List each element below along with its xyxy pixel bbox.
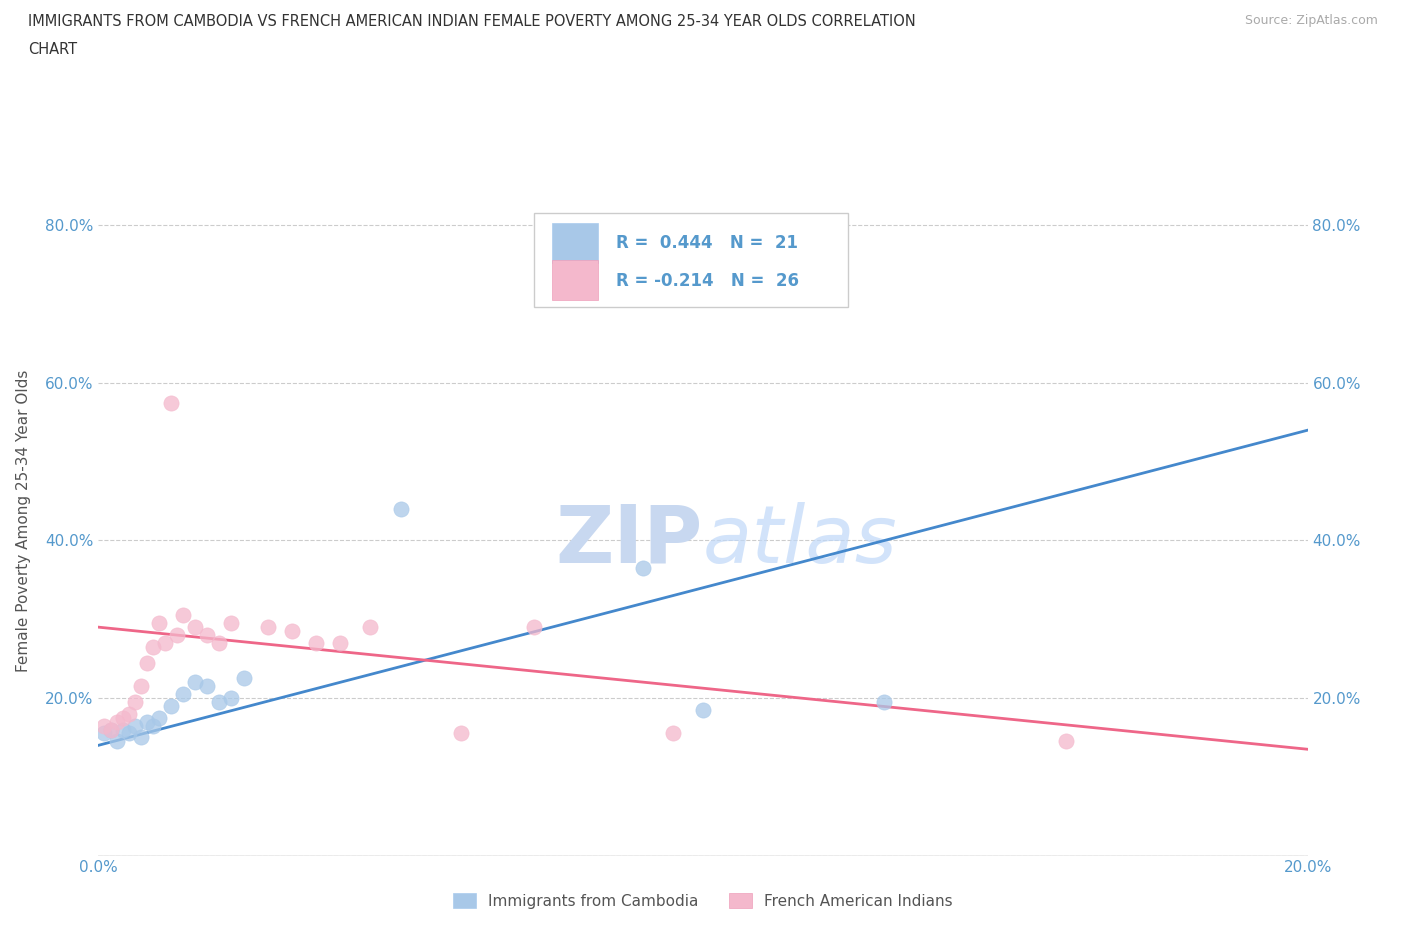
Point [450,726,472,741]
Point [360,619,382,634]
Point [281,624,304,639]
Legend: Immigrants from Cambodia, French American Indians: Immigrants from Cambodia, French America… [447,886,959,915]
Point [692,702,714,717]
Point [124,718,146,733]
Point [662,726,685,741]
FancyBboxPatch shape [553,223,598,263]
Text: R = -0.214   N =  26: R = -0.214 N = 26 [616,272,799,290]
Point [153,635,176,650]
Point [305,635,328,650]
Text: R =  0.444   N =  21: R = 0.444 N = 21 [616,234,799,252]
Point [232,671,254,685]
Point [105,714,128,729]
Point [221,691,243,706]
Point [184,619,207,634]
Text: IMMIGRANTS FROM CAMBODIA VS FRENCH AMERICAN INDIAN FEMALE POVERTY AMONG 25-34 YE: IMMIGRANTS FROM CAMBODIA VS FRENCH AMERI… [28,14,915,29]
Point [172,608,194,623]
Point [135,714,157,729]
Point [160,698,183,713]
Point [105,734,128,749]
Point [129,679,152,694]
Text: atlas: atlas [703,502,898,580]
Point [172,686,194,701]
Point [148,616,170,631]
Point [166,628,188,643]
Point [631,561,654,576]
Y-axis label: Female Poverty Among 25-34 Year Olds: Female Poverty Among 25-34 Year Olds [17,369,31,672]
Point [195,679,218,694]
Point [142,718,165,733]
Point [873,695,896,710]
Point [93,718,115,733]
Point [135,655,157,670]
Point [256,619,278,634]
Point [221,616,243,631]
Point [195,628,218,643]
FancyBboxPatch shape [534,213,848,307]
Point [111,722,134,737]
Point [389,501,412,516]
Point [129,730,152,745]
Point [208,635,231,650]
Point [124,695,146,710]
Point [100,722,122,737]
Point [1054,734,1077,749]
Point [160,395,183,410]
Text: CHART: CHART [28,42,77,57]
Point [208,695,231,710]
Point [111,711,134,725]
Point [329,635,352,650]
Point [148,711,170,725]
FancyBboxPatch shape [553,259,598,299]
Point [100,722,122,737]
Point [93,726,115,741]
Point [118,726,141,741]
Point [118,707,141,722]
Point [142,640,165,655]
Text: Source: ZipAtlas.com: Source: ZipAtlas.com [1244,14,1378,27]
Point [523,619,546,634]
Point [184,675,207,690]
Text: ZIP: ZIP [555,502,703,580]
